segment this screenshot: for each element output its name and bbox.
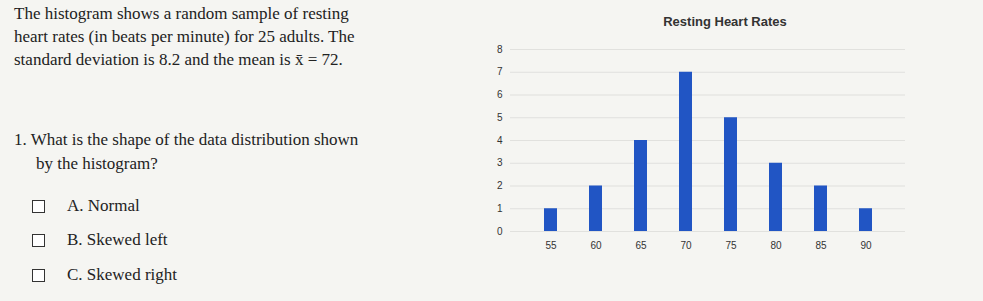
svg-text:60: 60	[590, 240, 602, 251]
html-text:heart rates (in beats per minu: heart rates (in beats per minute) for 25…	[14, 27, 355, 46]
svg-text:0: 0	[497, 226, 503, 237]
html-text:The histogram shows a random s: The histogram shows a random sample of r…	[14, 4, 349, 23]
svg-text:55: 55	[545, 240, 557, 251]
svg-text:75: 75	[725, 240, 737, 251]
svg-text:70: 70	[680, 240, 692, 251]
svg-text:4: 4	[497, 135, 503, 146]
html-text:C. Skewed right: C. Skewed right	[67, 265, 177, 284]
svg-text:80: 80	[770, 240, 782, 251]
svg-text:2: 2	[497, 180, 503, 191]
svg-text:90: 90	[860, 240, 872, 251]
svg-text:65: 65	[635, 240, 647, 251]
html-text:Resting Heart Rates: Resting Heart Rates	[663, 14, 787, 29]
svg-text:6: 6	[497, 89, 503, 100]
svg-text:5: 5	[497, 112, 503, 123]
svg-text:1: 1	[497, 203, 503, 214]
svg-text:7: 7	[497, 66, 503, 77]
html-text:A. Normal: A. Normal	[67, 196, 140, 215]
html-text:by the histogram?: by the histogram?	[36, 154, 158, 173]
html-text:standard deviation is 8.2 and: standard deviation is 8.2 and the mean i…	[14, 50, 343, 69]
svg-text:8: 8	[497, 44, 503, 55]
svg-text:85: 85	[815, 240, 827, 251]
html-text:1. What is the shape of the da: 1. What is the shape of the data distrib…	[14, 130, 359, 149]
svg-text:3: 3	[497, 157, 503, 168]
html-text:B. Skewed left: B. Skewed left	[67, 230, 168, 249]
